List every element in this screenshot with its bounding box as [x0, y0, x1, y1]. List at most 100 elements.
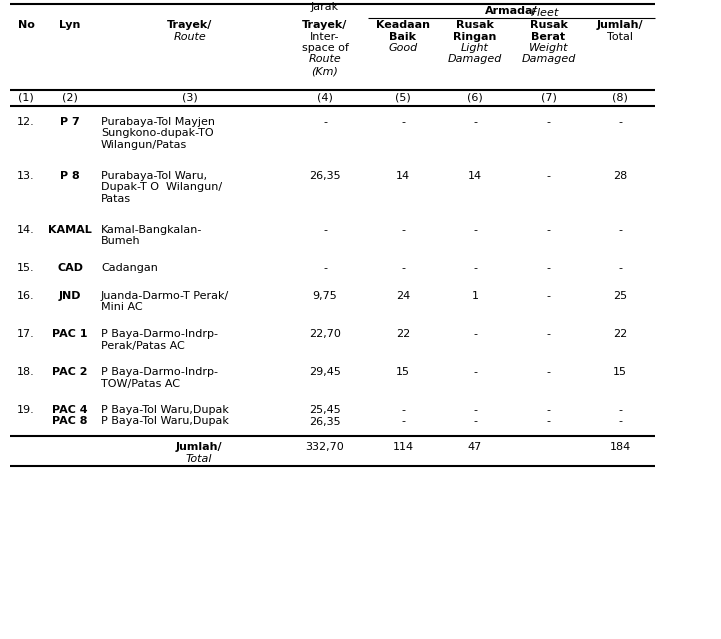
Text: -: -	[547, 225, 551, 235]
Text: -: -	[473, 225, 477, 235]
Text: 15: 15	[613, 367, 627, 377]
Text: -: -	[547, 405, 551, 415]
Text: -: -	[401, 405, 405, 415]
Text: (8): (8)	[612, 93, 628, 103]
Text: Rusak: Rusak	[529, 20, 567, 30]
Text: (1): (1)	[18, 93, 34, 103]
Text: PAC 1: PAC 1	[52, 329, 88, 339]
Text: -: -	[401, 263, 405, 273]
Text: -: -	[473, 329, 477, 339]
Text: Sungkono-dupak-TO: Sungkono-dupak-TO	[101, 128, 213, 139]
Text: P Baya-Tol Waru,Dupak: P Baya-Tol Waru,Dupak	[101, 405, 229, 415]
Text: 14: 14	[396, 171, 410, 181]
Text: Purabaya-Tol Mayjen: Purabaya-Tol Mayjen	[101, 117, 215, 127]
Text: -: -	[473, 417, 477, 426]
Text: P 7: P 7	[60, 117, 80, 127]
Text: Weight: Weight	[528, 43, 568, 53]
Text: Jarak: Jarak	[311, 2, 339, 12]
Text: 13.: 13.	[17, 171, 35, 181]
Text: -: -	[547, 117, 551, 127]
Text: -: -	[547, 329, 551, 339]
Text: -: -	[618, 405, 622, 415]
Text: Baik: Baik	[389, 31, 417, 42]
Text: Trayek/: Trayek/	[302, 20, 348, 30]
Text: Bumeh: Bumeh	[101, 236, 141, 247]
Text: (7): (7)	[541, 93, 557, 103]
Text: Lyn: Lyn	[59, 20, 81, 30]
Text: -: -	[401, 417, 405, 426]
Text: -: -	[323, 263, 327, 273]
Text: Good: Good	[389, 43, 417, 53]
Text: PAC 2: PAC 2	[52, 367, 88, 377]
Text: (6): (6)	[467, 93, 483, 103]
Text: (2): (2)	[62, 93, 78, 103]
Text: (5): (5)	[395, 93, 411, 103]
Text: -: -	[618, 417, 622, 426]
Text: 16.: 16.	[17, 291, 35, 301]
Text: -: -	[473, 405, 477, 415]
Text: 15.: 15.	[17, 263, 35, 273]
Text: 15: 15	[396, 367, 410, 377]
Text: -: -	[547, 417, 551, 426]
Text: Damaged: Damaged	[521, 54, 575, 65]
Text: Keadaan: Keadaan	[376, 20, 430, 30]
Text: -: -	[618, 225, 622, 235]
Text: Cadangan: Cadangan	[101, 263, 158, 273]
Text: -: -	[618, 117, 622, 127]
Text: -: -	[323, 117, 327, 127]
Text: JND: JND	[58, 291, 81, 301]
Text: -: -	[401, 225, 405, 235]
Text: 22: 22	[396, 329, 410, 339]
Text: -: -	[323, 225, 327, 235]
Text: Total: Total	[607, 31, 633, 42]
Text: P Baya-Darmo-Indrp-: P Baya-Darmo-Indrp-	[101, 367, 218, 377]
Text: Dupak-T O  Wilangun/: Dupak-T O Wilangun/	[101, 183, 222, 192]
Text: PAC 4: PAC 4	[52, 405, 88, 415]
Text: No: No	[17, 20, 35, 30]
Text: Trayek/: Trayek/	[167, 20, 213, 30]
Text: 25,45: 25,45	[309, 405, 341, 415]
Text: P Baya-Tol Waru,Dupak: P Baya-Tol Waru,Dupak	[101, 417, 229, 426]
Text: Rusak: Rusak	[456, 20, 494, 30]
Text: 26,35: 26,35	[309, 171, 341, 181]
Text: 9,75: 9,75	[313, 291, 337, 301]
Text: (Km): (Km)	[311, 66, 338, 76]
Text: TOW/Patas AC: TOW/Patas AC	[101, 378, 180, 389]
Text: Ringan: Ringan	[454, 31, 497, 42]
Text: Armada/: Armada/	[485, 6, 538, 16]
Text: 332,70: 332,70	[306, 442, 345, 452]
Text: PAC 8: PAC 8	[52, 417, 88, 426]
Text: 22,70: 22,70	[309, 329, 341, 339]
Text: Patas: Patas	[101, 194, 131, 204]
Text: -: -	[547, 171, 551, 181]
Text: 25: 25	[613, 291, 627, 301]
Text: -: -	[473, 263, 477, 273]
Text: Jumlah/: Jumlah/	[597, 20, 643, 30]
Text: Berat: Berat	[531, 31, 565, 42]
Text: KAMAL: KAMAL	[48, 225, 92, 235]
Text: -: -	[473, 367, 477, 377]
Text: -: -	[547, 291, 551, 301]
Text: Jumlah/: Jumlah/	[176, 442, 222, 452]
Text: 19.: 19.	[17, 405, 35, 415]
Text: 22: 22	[613, 329, 627, 339]
Text: Damaged: Damaged	[448, 54, 503, 65]
Text: Mini AC: Mini AC	[101, 302, 143, 312]
Text: 28: 28	[613, 171, 627, 181]
Text: 14.: 14.	[17, 225, 35, 235]
Text: -: -	[473, 117, 477, 127]
Text: Kamal-Bangkalan-: Kamal-Bangkalan-	[101, 225, 203, 235]
Text: Juanda-Darmo-T Perak/: Juanda-Darmo-T Perak/	[101, 291, 229, 301]
Text: 47: 47	[468, 442, 482, 452]
Text: 17.: 17.	[17, 329, 35, 339]
Text: -: -	[547, 263, 551, 273]
Text: Perak/Patas AC: Perak/Patas AC	[101, 341, 185, 351]
Text: Total: Total	[186, 454, 212, 463]
Text: Inter-: Inter-	[310, 31, 340, 42]
Text: CAD: CAD	[57, 263, 83, 273]
Text: Route: Route	[174, 31, 206, 42]
Text: -: -	[401, 117, 405, 127]
Text: -: -	[618, 263, 622, 273]
Text: 184: 184	[609, 442, 631, 452]
Text: 12.: 12.	[17, 117, 35, 127]
